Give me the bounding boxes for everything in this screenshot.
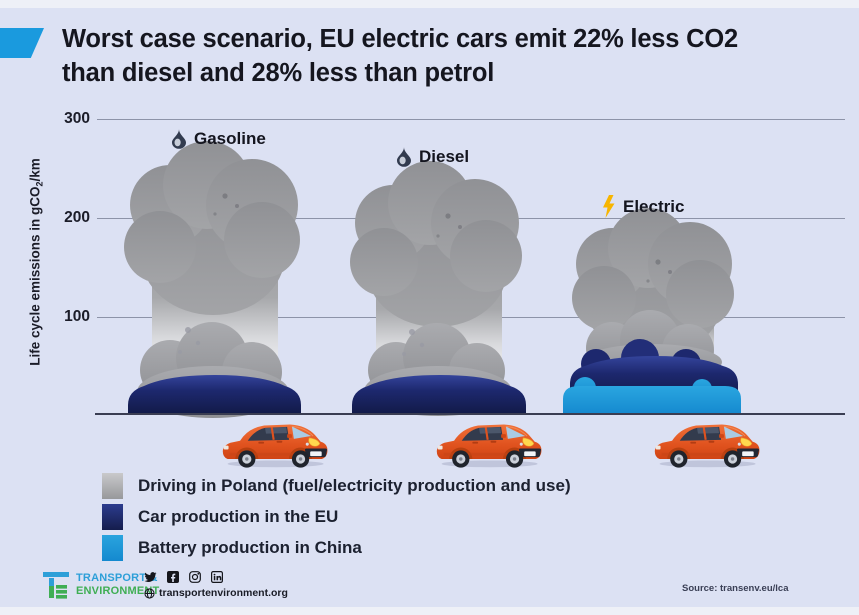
gridline-300 (97, 119, 845, 120)
logo-line-environment: ENVIRONMENT (76, 585, 160, 597)
logo-line-transport: TRANSPORT & (76, 572, 158, 585)
bottom-edge-strip (0, 607, 859, 615)
instagram-icon (189, 571, 201, 583)
website-link: transportenvironment.org (144, 587, 288, 599)
legend-item-battery-production-china: Battery production in China (102, 535, 571, 561)
y-tick-100: 100 (64, 308, 90, 325)
transport-environment-logo: TRANSPORT & ENVIRONMENT (42, 570, 159, 600)
legend-item-car-production-eu: Car production in the EU (102, 504, 571, 530)
bar-label-gasoline: Gasoline (172, 129, 266, 149)
car-diesel (435, 423, 543, 470)
facebook-icon (167, 571, 179, 583)
legend-swatch-blue (102, 535, 123, 561)
bar-label-text: Gasoline (194, 129, 266, 148)
legend-item-driving-poland: Driving in Poland (fuel/electricity prod… (102, 473, 571, 499)
footer: TRANSPORT & ENVIRONMENT (0, 566, 859, 608)
legend: Driving in Poland (fuel/electricity prod… (102, 473, 571, 561)
bar-label-diesel: Diesel (397, 147, 469, 167)
legend-swatch-navy (102, 504, 123, 530)
y-tick-200: 200 (64, 209, 90, 226)
bar-label-text: Electric (623, 196, 685, 216)
bar-label-electric: Electric (602, 195, 684, 218)
bar-diesel-cloud (350, 161, 526, 416)
legend-swatch-gray (102, 473, 123, 499)
legend-label: Battery production in China (138, 538, 362, 557)
car-electric (653, 423, 761, 470)
fuel-drop-icon (172, 129, 186, 149)
linkedin-icon (211, 571, 223, 583)
lightning-bolt-icon (603, 195, 615, 218)
fuel-drop-icon (397, 147, 411, 167)
legend-label: Car production in the EU (138, 507, 339, 526)
logo-text: TRANSPORT & ENVIRONMENT (76, 572, 159, 597)
twitter-icon (144, 572, 157, 582)
social-icons (144, 571, 223, 583)
page-title: Worst case scenario, EU electric cars em… (62, 25, 738, 88)
te-logo-mark-icon (43, 572, 69, 599)
website-url: transportenvironment.org (159, 587, 288, 599)
car-gasoline (221, 423, 329, 470)
source-note: Source: transenv.eu/lca (682, 583, 789, 594)
bar-label-text: Diesel (419, 147, 470, 166)
bar-electric-cloud (563, 208, 741, 414)
x-axis-baseline (95, 413, 845, 415)
legend-label: Driving in Poland (fuel/electricity prod… (138, 476, 571, 495)
y-tick-300: 300 (64, 110, 90, 127)
globe-icon (144, 587, 155, 599)
bar-gasoline-cloud (124, 141, 301, 418)
top-edge-strip (0, 0, 859, 8)
